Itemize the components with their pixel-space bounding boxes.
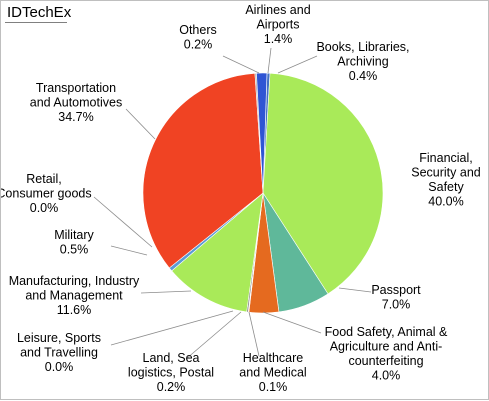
data-label-books-libraries-archiving: Books, Libraries, Archiving 0.4% (316, 40, 409, 83)
brand-underline (5, 22, 67, 23)
pie-slices (142, 72, 384, 314)
leader-line (185, 311, 242, 360)
data-label-retail-consumer-goods: Retail, Consumer goods 0.0% (1, 172, 92, 215)
leader-lines (93, 47, 372, 360)
data-label-others: Others 0.2% (179, 23, 217, 52)
leader-line (93, 196, 153, 248)
pie-slice-financial-security-and-safety (262, 72, 384, 295)
data-label-airlines-and-airports: Airlines and Airports 1.4% (245, 3, 310, 46)
leader-line (222, 55, 260, 74)
leader-line (125, 108, 156, 140)
pie-slice-airlines-and-airports (256, 72, 268, 194)
brand-logo: IDTechEx (7, 4, 72, 21)
data-label-land-sea-logistics-postal: Land, Sea logistics, Postal 0.2% (128, 351, 214, 394)
leader-line (262, 311, 322, 334)
leader-line (277, 55, 318, 74)
pie-slice-transportation-and-automotives (142, 72, 264, 269)
data-label-financial-security-and-safety: Financial, Security and Safety 40.0% (411, 151, 481, 209)
leader-line (338, 287, 372, 293)
leader-line (110, 310, 234, 346)
leader-line (110, 245, 148, 256)
leader-line (267, 47, 272, 74)
leader-line (140, 290, 192, 294)
leader-line (248, 311, 260, 357)
data-label-food-safety-animal-agriculture-and-anti-counterfeiting: Food Safety, Animal & Agriculture and Ant… (325, 325, 448, 383)
data-label-manufacturing-industry-and-management: Manufacturing, Industry and Management 11.… (9, 274, 140, 317)
data-label-passport: Passport 7.0% (371, 283, 421, 312)
data-labels: Books, Libraries, Archiving 0.4% Financial,… (1, 3, 481, 394)
pie-slice-manufacturing-industry-and-management (171, 192, 264, 313)
data-label-leisure-sports-and-travelling: Leisure, Sports and Travelling 0.0% (17, 331, 101, 374)
data-label-healthcare-and-medical: Healthcare and Medical 0.1% (239, 351, 306, 394)
data-label-military: Military 0.5% (54, 228, 94, 257)
data-label-transportation-and-automotives: Transportation and Automotives 34.7% (30, 81, 122, 124)
